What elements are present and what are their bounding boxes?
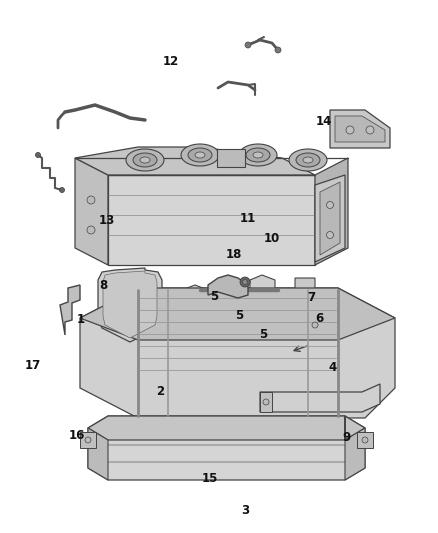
Circle shape — [87, 226, 95, 234]
Polygon shape — [250, 275, 275, 313]
FancyBboxPatch shape — [217, 149, 245, 167]
Circle shape — [35, 152, 40, 157]
Circle shape — [85, 437, 91, 443]
Circle shape — [263, 399, 269, 405]
Polygon shape — [108, 175, 315, 265]
Ellipse shape — [296, 153, 320, 167]
Text: 5: 5 — [235, 309, 243, 322]
Text: 17: 17 — [25, 359, 41, 372]
Circle shape — [245, 42, 251, 48]
Polygon shape — [60, 285, 80, 335]
Circle shape — [275, 47, 281, 53]
Ellipse shape — [133, 153, 157, 167]
Text: 13: 13 — [99, 214, 116, 227]
Text: 16: 16 — [68, 429, 85, 442]
Ellipse shape — [253, 152, 263, 158]
Polygon shape — [98, 268, 162, 342]
Polygon shape — [345, 416, 365, 480]
Text: 6: 6 — [316, 312, 324, 325]
Circle shape — [243, 279, 247, 285]
Text: 5: 5 — [211, 290, 219, 303]
Circle shape — [87, 196, 95, 204]
Polygon shape — [295, 278, 335, 330]
Polygon shape — [80, 288, 395, 418]
Polygon shape — [80, 288, 395, 340]
Text: 9: 9 — [342, 431, 350, 443]
Text: 10: 10 — [263, 232, 280, 245]
Polygon shape — [208, 275, 248, 298]
Circle shape — [240, 277, 250, 287]
Polygon shape — [320, 182, 340, 255]
Ellipse shape — [195, 152, 205, 158]
Ellipse shape — [126, 149, 164, 171]
Text: 15: 15 — [202, 472, 219, 485]
Text: 14: 14 — [316, 115, 332, 128]
Polygon shape — [88, 416, 365, 480]
Ellipse shape — [246, 148, 270, 162]
Circle shape — [326, 201, 333, 208]
Text: 8: 8 — [99, 279, 107, 292]
Polygon shape — [315, 175, 345, 262]
Ellipse shape — [239, 144, 277, 166]
FancyBboxPatch shape — [357, 432, 373, 448]
Ellipse shape — [181, 144, 219, 166]
Text: 12: 12 — [162, 55, 179, 68]
Text: 18: 18 — [226, 248, 243, 261]
Polygon shape — [182, 285, 208, 325]
Text: 5: 5 — [259, 328, 267, 341]
Ellipse shape — [303, 157, 313, 163]
Polygon shape — [103, 271, 157, 338]
Circle shape — [362, 437, 368, 443]
Polygon shape — [260, 392, 272, 412]
Text: 4: 4 — [329, 361, 337, 374]
Text: 11: 11 — [239, 212, 256, 225]
FancyBboxPatch shape — [80, 432, 96, 448]
Text: 2: 2 — [156, 385, 164, 398]
Circle shape — [60, 188, 64, 192]
Circle shape — [326, 231, 333, 238]
Circle shape — [312, 322, 318, 328]
Polygon shape — [75, 158, 108, 265]
Polygon shape — [88, 428, 108, 480]
Circle shape — [366, 126, 374, 134]
Polygon shape — [330, 110, 390, 148]
Polygon shape — [315, 158, 348, 265]
Polygon shape — [88, 416, 365, 440]
Ellipse shape — [188, 148, 212, 162]
Polygon shape — [260, 384, 380, 412]
Polygon shape — [219, 278, 245, 317]
Text: 1: 1 — [77, 313, 85, 326]
Ellipse shape — [289, 149, 327, 171]
Polygon shape — [335, 116, 385, 142]
Text: 3: 3 — [241, 504, 249, 517]
Circle shape — [346, 126, 354, 134]
Text: 7: 7 — [307, 291, 315, 304]
Ellipse shape — [140, 157, 150, 163]
Polygon shape — [75, 147, 315, 175]
